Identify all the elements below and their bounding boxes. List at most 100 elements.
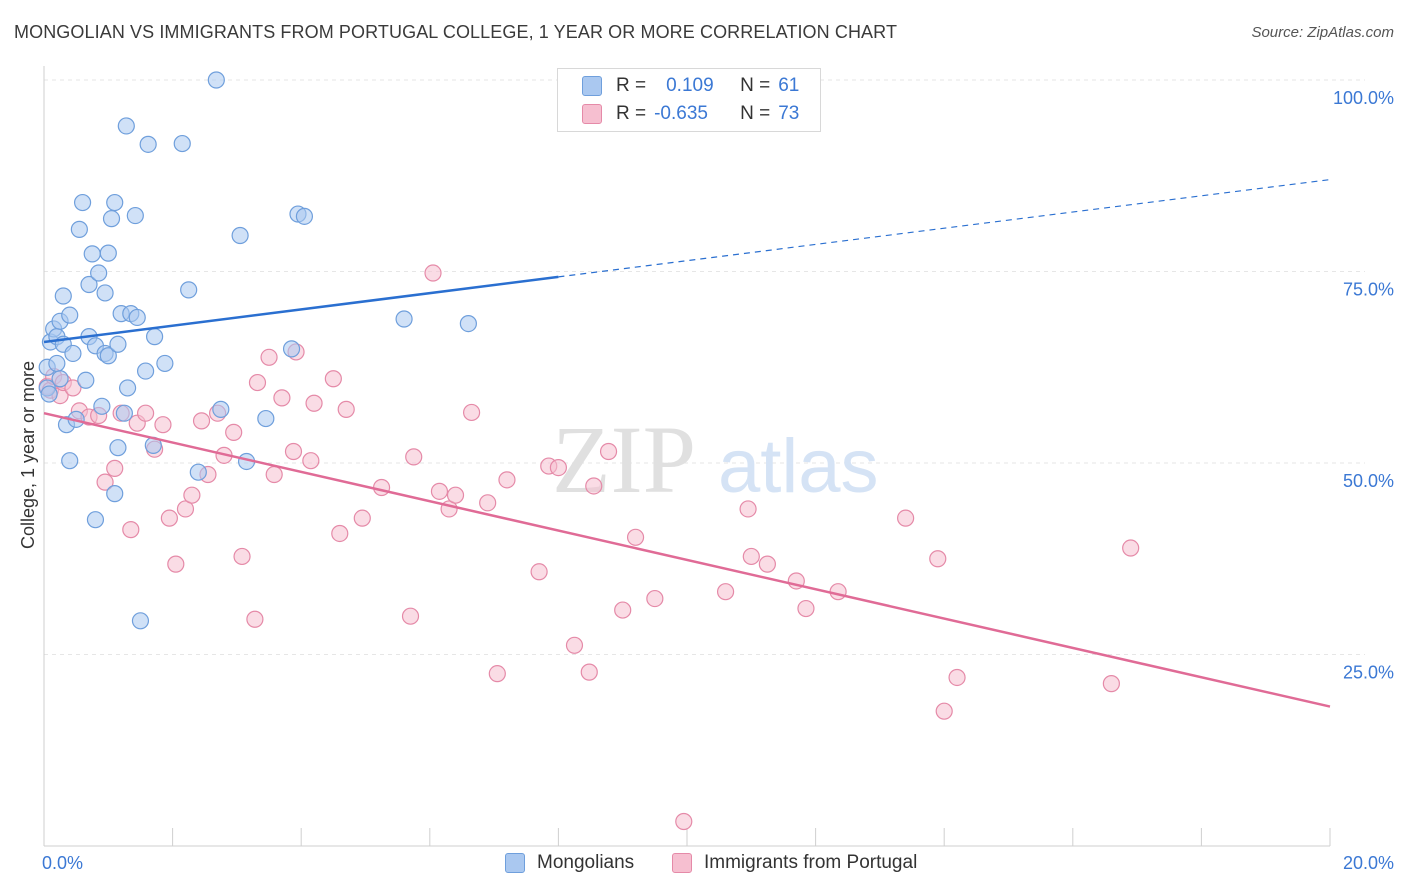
legend-n-label: N = — [740, 103, 771, 124]
portugal-point — [260, 348, 278, 366]
portugal-point — [401, 607, 420, 625]
portugal-point — [565, 636, 584, 654]
bottom-legend-label: Mongolians — [537, 852, 635, 873]
chart-title: MONGOLIAN VS IMMIGRANTS FROM PORTUGAL CO… — [14, 22, 898, 42]
mongolian-point — [99, 244, 117, 262]
mongolian-point — [96, 284, 114, 302]
portugal-point — [122, 521, 140, 539]
bottom-legend-label: Immigrants from Portugal — [704, 852, 918, 873]
portugal-point — [233, 547, 251, 566]
legend-box: R = 0.109 N = 61 R = -0.635 N = 73 — [557, 68, 821, 132]
x-tick-label: 20.0% — [1343, 853, 1394, 873]
legend-n-label: N = — [740, 75, 771, 96]
mongolian-point — [99, 347, 117, 365]
portugal-point — [797, 599, 815, 618]
portugal-point — [758, 555, 776, 573]
portugal-point — [488, 665, 506, 683]
mongolian-point — [83, 245, 101, 263]
portugal-point — [324, 370, 342, 388]
mongolian-point — [80, 275, 98, 294]
portugal-point — [248, 373, 267, 392]
legend-n-value: 73 — [778, 103, 800, 124]
portugal-point — [192, 412, 211, 430]
portugal-point — [462, 403, 481, 422]
legend-r-label: R = — [616, 103, 647, 124]
trend-lines — [43, 178, 1331, 708]
bottom-legend-mongolians: Mongolians — [505, 852, 634, 874]
portugal-point — [948, 668, 966, 687]
mongolian-point — [180, 281, 198, 299]
portugal-point — [265, 465, 283, 484]
portugal-point — [580, 663, 598, 681]
mongolian-trend-extension — [558, 178, 1331, 278]
mongolian-trend-line — [43, 275, 559, 344]
portugal-trend-line — [43, 411, 1331, 708]
portugal-point — [225, 423, 243, 441]
portugal-point — [935, 702, 953, 720]
mongolian-point — [109, 335, 127, 353]
bottom-legend-swatch-pink — [672, 853, 692, 873]
legend-r-value: 0.109 — [666, 75, 714, 96]
x-tick-label: 0.0% — [42, 853, 83, 873]
portugal-point — [337, 400, 355, 418]
mongolian-point — [40, 385, 58, 403]
mongolian-point — [173, 134, 191, 153]
portugal-point — [530, 563, 548, 581]
mongolian-point — [395, 310, 413, 328]
mongolian-point — [189, 463, 207, 481]
portugal-point — [246, 610, 264, 628]
portugal-point — [96, 473, 114, 491]
portugal-point — [446, 486, 465, 504]
portugal-point — [498, 471, 516, 489]
mongolian-point — [106, 485, 124, 503]
y-tick-label: 50.0% — [1343, 471, 1394, 491]
mongolian-point — [73, 193, 92, 212]
y-tick-label: 25.0% — [1343, 663, 1394, 683]
portugal-point — [614, 601, 632, 619]
legend-r-value: -0.635 — [654, 103, 708, 124]
mongolian-point — [61, 306, 79, 324]
axes — [43, 66, 1331, 847]
portugal-point — [675, 812, 693, 831]
portugal-point — [160, 509, 178, 527]
mongolian-point — [136, 362, 155, 380]
mongolian-point — [231, 226, 249, 245]
bottom-legend-portugal: Immigrants from Portugal — [672, 852, 917, 874]
portugal-point — [549, 458, 568, 477]
tick-labels: 25.0% 50.0% 75.0% 100.0% 0.0% 20.0% — [42, 88, 1394, 873]
mongolian-point — [48, 354, 66, 373]
mongolian-points — [38, 71, 477, 630]
legend-swatch-pink — [582, 104, 602, 124]
portugal-point — [64, 379, 82, 397]
mongolian-point — [106, 193, 124, 212]
portugal-point — [929, 550, 947, 568]
portugal-point — [1102, 675, 1120, 693]
portugal-point — [154, 416, 172, 434]
portugal-point — [829, 583, 847, 601]
portugal-point — [273, 389, 291, 407]
bottom-legend-swatch-blue — [505, 853, 525, 873]
mongolian-point — [51, 370, 69, 388]
portugal-point — [302, 452, 320, 470]
portugal-point — [739, 500, 757, 518]
portugal-point — [646, 589, 664, 608]
mongolian-point — [86, 511, 105, 529]
mongolian-point — [207, 71, 225, 89]
grid-lines — [44, 79, 1365, 655]
mongolian-point — [61, 452, 79, 470]
mongolian-point — [126, 206, 144, 225]
portugal-points — [38, 264, 1140, 831]
mongolian-point — [102, 210, 121, 228]
portugal-point — [284, 442, 303, 461]
portugal-point — [479, 494, 497, 512]
mongolian-point — [212, 400, 230, 418]
portugal-point — [585, 477, 603, 495]
portugal-point — [716, 583, 735, 601]
y-axis-label: College, 1 year or more — [18, 361, 38, 549]
portugal-point — [897, 509, 915, 527]
portugal-point — [353, 509, 371, 527]
portugal-point — [1122, 539, 1140, 557]
mongolian-point — [139, 135, 157, 153]
mongolian-point — [145, 328, 164, 346]
